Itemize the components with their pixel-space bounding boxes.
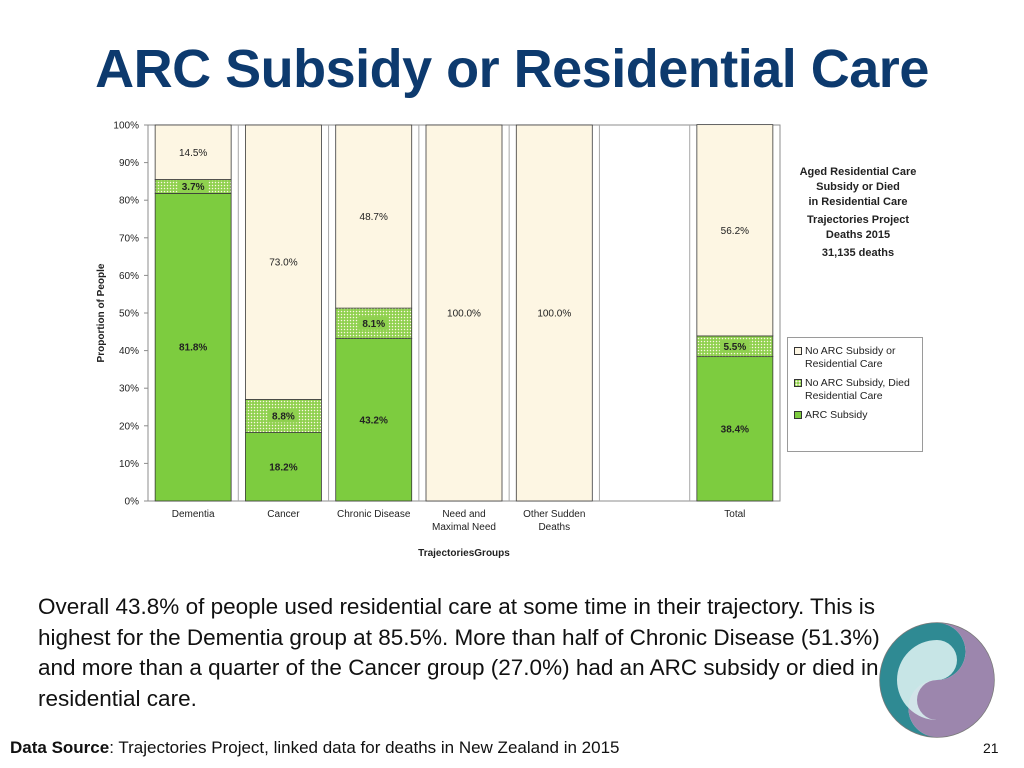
legend-label-no-arc: No ARC Subsidy or Residential Care [805,345,896,370]
bar-no-arc [335,124,413,309]
x-tick-label: Maximal Need [432,522,496,533]
organization-logo [879,622,995,738]
y-tick-label: 30% [119,384,139,395]
y-tick-label: 0% [125,497,140,508]
y-tick-label: 20% [119,421,139,432]
y-tick-label: 100% [113,121,139,132]
side-annotation-line: Trajectories Project [807,214,909,226]
data-label: 38.4% [721,424,749,435]
bar-arc-subsidy [335,338,413,502]
bar-no-arc [696,124,774,337]
data-label: 56.2% [721,226,749,237]
page-number: 21 [983,740,999,756]
side-annotation-line: Aged Residential Care [800,166,917,178]
side-annotation-line: in Residential Care [808,196,907,208]
x-tick-label: Dementia [172,509,215,520]
bar-no-arc [515,124,593,502]
plot-area: 0% 10% 20% 30% 40% 50% 60% 70% 80% 90% 100% 81.8% 3.… [96,121,916,560]
legend-label-died-residential: No ARC Subsidy, Died Residential Care [805,377,910,402]
side-annotation-line: Subsidy or Died [816,181,900,193]
legend-item-died-residential: No ARC Subsidy, Died Residential Care [794,377,917,402]
legend-swatch-no-arc [794,347,802,355]
bar-no-arc [245,124,322,400]
slide-title: ARC Subsidy or Residential Care [95,39,929,99]
data-label: 81.8% [179,343,207,354]
x-tick-label: Chronic Disease [337,509,411,520]
x-tick-label: Need and [442,509,485,520]
logo-inner-swirl [897,640,957,720]
y-tick-label: 90% [119,158,139,169]
legend-item-arc-subsidy: ARC Subsidy [794,409,917,422]
data-label-bg [178,179,209,193]
x-tick-label: Other Sudden [523,509,585,520]
data-label: 100.0% [537,309,571,320]
y-tick-label: 10% [119,459,139,470]
data-source-text: : Trajectories Project, linked data for … [109,738,620,757]
data-label-bg [719,339,750,353]
y-tick-label: 80% [119,196,139,207]
side-annotation-line: Deaths 2015 [826,229,890,241]
data-label-bg [268,409,299,423]
data-label: 8.8% [272,412,295,423]
bar-no-arc [425,124,503,502]
data-label: 18.2% [269,462,297,473]
data-label: 100.0% [447,309,481,320]
legend-swatch-died-residential [794,379,802,387]
data-label: 5.5% [723,342,746,353]
data-label: 3.7% [182,182,205,193]
bar-arc-subsidy [696,356,774,502]
data-label: 48.7% [360,212,388,223]
data-label-bg [358,316,389,330]
y-tick-label: 70% [119,233,139,244]
x-axis-title: TrajectoriesGroups [418,548,510,559]
y-tick-label: 40% [119,346,139,357]
bar-no-arc [154,124,232,180]
data-source-label: Data Source [10,738,110,757]
logo-right-swirl [908,623,994,737]
bar-arc-subsidy [245,432,322,502]
data-label: 73.0% [269,258,297,269]
data-label: 14.5% [179,148,207,159]
x-tick-label: Deaths [538,522,570,533]
x-tick-label: Total [724,509,745,520]
summary-text: Overall 43.8% of people used residential… [38,594,880,711]
legend-label-arc-subsidy: ARC Subsidy [805,409,868,421]
data-source-footer: Data Source: Trajectories Project, linke… [10,738,620,758]
side-annotation-line: 31,135 deaths [822,247,894,259]
x-tick-label: Cancer [267,509,300,520]
chart-legend: No ARC Subsidy or Residential Care No AR… [787,337,923,452]
legend-swatch-arc-subsidy [794,411,802,419]
legend-item-no-arc: No ARC Subsidy or Residential Care [794,345,917,370]
y-tick-label: 60% [119,271,139,282]
stacked-bar-chart: 0% 10% 20% 30% 40% 50% 60% 70% 80% 90% 100% 81.8% 3.… [96,121,916,560]
y-tick-label: 50% [119,309,139,320]
data-label: 8.1% [362,319,385,330]
y-axis-title: Proportion of People [96,263,107,362]
data-label: 43.2% [360,415,388,426]
